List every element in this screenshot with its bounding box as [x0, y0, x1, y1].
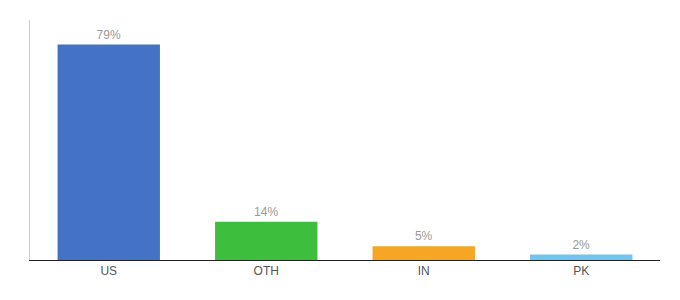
- svg-text:2%: 2%: [572, 238, 590, 252]
- svg-text:14%: 14%: [254, 205, 278, 219]
- svg-text:US: US: [100, 264, 117, 278]
- svg-text:OTH: OTH: [254, 264, 279, 278]
- svg-text:79%: 79%: [97, 28, 121, 42]
- svg-text:IN: IN: [418, 264, 430, 278]
- svg-text:5%: 5%: [415, 229, 433, 243]
- svg-text:PK: PK: [573, 264, 589, 278]
